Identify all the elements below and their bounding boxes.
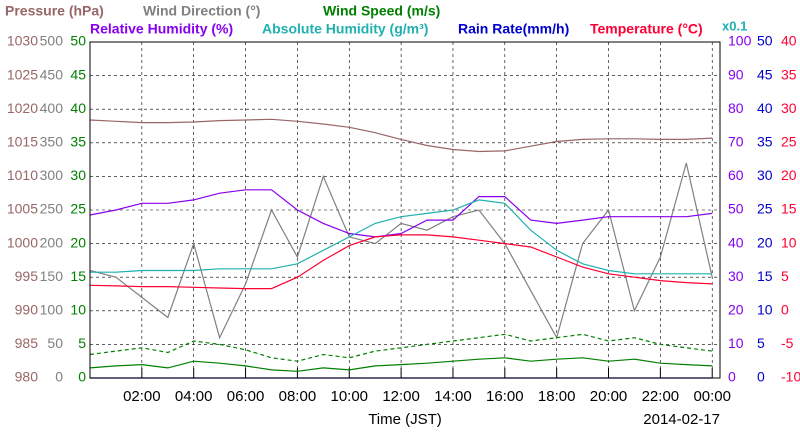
legend-entry: Absolute Humidity (g/m³)	[262, 21, 428, 37]
y-tick-label: 15	[70, 268, 86, 284]
y-tick-label: 70	[728, 134, 744, 150]
legend-entry: Temperature (°C)	[590, 21, 703, 37]
y-tick-label: 1020	[7, 100, 38, 116]
y-tick-label: 10	[70, 302, 86, 318]
y-tick-label: 40	[728, 234, 744, 250]
series-max-line	[89, 333, 713, 362]
y-tick-label: 0	[78, 369, 86, 385]
y-tick-label: 15	[757, 268, 773, 284]
y-tick-label: 25	[70, 201, 86, 217]
x-axis-label: Time (JST)	[368, 411, 442, 428]
y-tick-label: 5	[78, 335, 86, 351]
x-tick-label: 18:00	[538, 388, 576, 405]
x-tick-label: 10:00	[330, 388, 368, 405]
y-tick-label: 20	[781, 167, 797, 183]
y-tick-label: 40	[781, 33, 797, 49]
y-tick-label: 50	[757, 33, 773, 49]
y-tick-label: 0	[728, 369, 736, 385]
y-tick-label: 5	[757, 335, 765, 351]
y-tick-label: 60	[728, 167, 744, 183]
y-tick-label: 100	[728, 33, 752, 49]
y-tick-label: 15	[781, 201, 797, 217]
y-tick-label: 30	[757, 167, 773, 183]
y-tick-label: 90	[728, 66, 744, 82]
y-tick-label: 30	[70, 167, 86, 183]
y-tick-label: 25	[757, 201, 773, 217]
y-tick-label: 40	[70, 100, 86, 116]
series-line	[89, 189, 713, 238]
y-tick-label: 10	[728, 335, 744, 351]
y-tick-label: 45	[70, 66, 86, 82]
x-tick-label: 00:00	[693, 388, 731, 405]
y-tick-label: 35	[757, 134, 773, 150]
x-tick-label: 08:00	[279, 388, 317, 405]
y-tick-label: 250	[40, 201, 64, 217]
series-line	[90, 199, 713, 275]
y-tick-label: 350	[40, 134, 64, 150]
x-tick-label: 12:00	[382, 388, 420, 405]
y-tick-label: 200	[40, 234, 64, 250]
y-tick-label: -5	[781, 335, 794, 351]
y-tick-label: 150	[40, 268, 64, 284]
y-tick-label: 20	[757, 234, 773, 250]
y-tick-label: 500	[40, 33, 64, 49]
legend-entry: Relative Humidity (%)	[90, 21, 233, 37]
series-line	[89, 118, 713, 153]
x-tick-label: 16:00	[486, 388, 524, 405]
y-tick-label: 50	[47, 335, 63, 351]
y-tick-label: 50	[728, 201, 744, 217]
y-tick-label: 300	[40, 167, 64, 183]
legend-entry: Wind Direction (°)	[143, 3, 260, 19]
legend-entry: Wind Speed (m/s)	[323, 3, 440, 19]
y-tick-label: 0	[781, 302, 789, 318]
scale-label: x0.1	[722, 18, 747, 33]
y-tick-label: 35	[70, 134, 86, 150]
y-tick-label: 100	[40, 302, 64, 318]
x-tick-label: 14:00	[434, 388, 472, 405]
legend-entry: Pressure (hPa)	[5, 3, 104, 19]
y-tick-label: 50	[70, 33, 86, 49]
x-tick-label: 22:00	[642, 388, 680, 405]
date-label: 2014-02-17	[643, 411, 720, 428]
y-tick-label: 0	[55, 369, 63, 385]
y-tick-label: 0	[757, 369, 765, 385]
y-tick-label: 1000	[7, 234, 38, 250]
y-tick-label: 1015	[7, 134, 38, 150]
y-tick-label: 1025	[7, 66, 38, 82]
y-tick-label: 5	[781, 268, 789, 284]
y-tick-label: 30	[781, 100, 797, 116]
y-tick-label: 990	[15, 302, 39, 318]
y-tick-label: 995	[15, 268, 39, 284]
series-line	[89, 162, 713, 340]
x-tick-label: 06:00	[227, 388, 265, 405]
plot-frame	[89, 41, 721, 379]
x-tick-label: 20:00	[590, 388, 628, 405]
y-tick-label: 1030	[7, 33, 38, 49]
y-tick-label: 40	[757, 100, 773, 116]
y-tick-label: 30	[728, 268, 744, 284]
y-tick-label: 400	[40, 100, 64, 116]
x-tick-label: 02:00	[123, 388, 161, 405]
y-tick-label: 450	[40, 66, 64, 82]
y-tick-label: 1010	[7, 167, 38, 183]
y-tick-label: 10	[757, 302, 773, 318]
legend-entry: Rain Rate(mm/h)	[458, 21, 569, 37]
y-tick-label: -10	[781, 369, 800, 385]
y-tick-label: 985	[15, 335, 39, 351]
y-tick-label: 1005	[7, 201, 38, 217]
y-tick-label: 25	[781, 134, 797, 150]
series-line	[89, 357, 713, 372]
series-line	[89, 234, 713, 290]
y-tick-label: 980	[15, 369, 39, 385]
y-tick-label: 20	[70, 234, 86, 250]
y-tick-label: 80	[728, 100, 744, 116]
y-tick-label: 20	[728, 302, 744, 318]
x-tick-label: 04:00	[175, 388, 213, 405]
y-tick-label: 10	[781, 234, 797, 250]
y-tick-label: 35	[781, 66, 797, 82]
y-tick-label: 45	[757, 66, 773, 82]
